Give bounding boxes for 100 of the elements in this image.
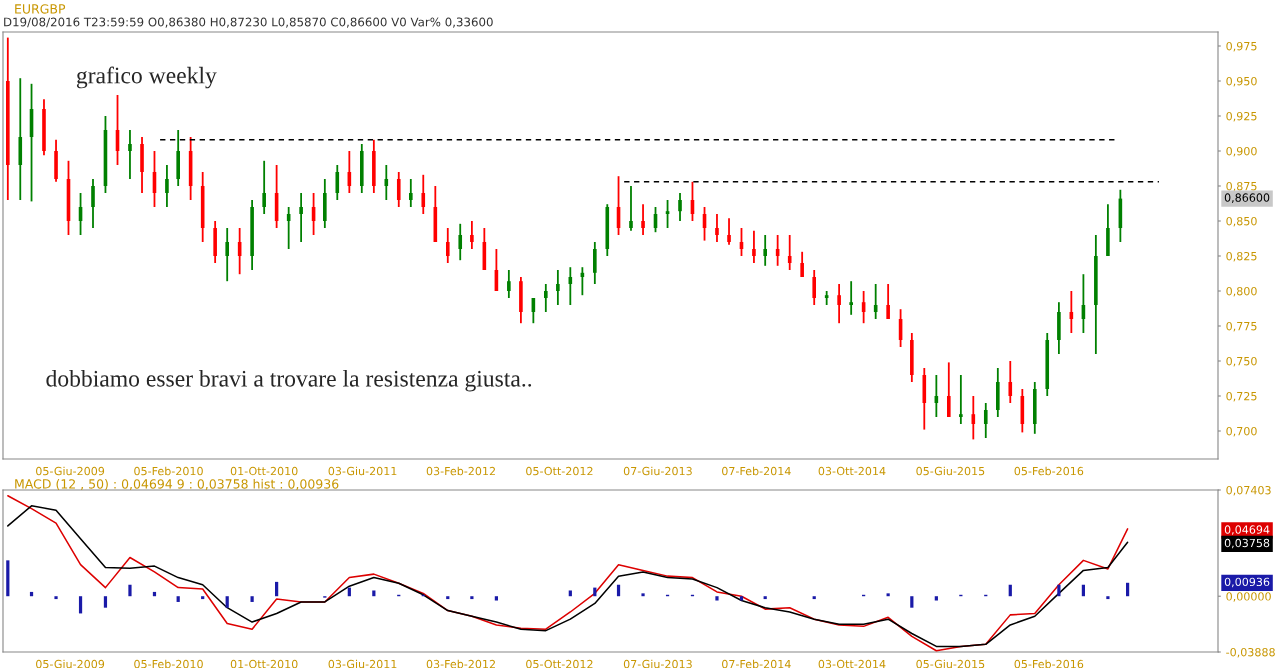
chart-subtitle: D19/08/2016 T23:59:59 O0,86380 H0,87230 L0,85870 C0,86600 V0 Var% 0,33600 [4, 17, 493, 28]
x-tick-label: 07-Giu-2013 [623, 466, 692, 476]
candlestick [421, 173, 426, 215]
bar [1057, 584, 1061, 597]
bar [641, 593, 645, 597]
candlestick [665, 199, 670, 229]
candlestick [837, 283, 841, 325]
candlestick [752, 229, 756, 264]
candlestick [629, 185, 633, 232]
candlestick [470, 220, 474, 250]
candlestick [593, 241, 597, 285]
candlestick [507, 269, 511, 299]
annotation: dobbiamo esser bravi a trovare la resistenza giusta.. [46, 370, 532, 392]
candlestick [947, 361, 951, 418]
bar [372, 590, 376, 597]
candlestick [886, 283, 890, 320]
candlestick [91, 178, 95, 229]
candlestick [812, 269, 817, 306]
candlestick [544, 283, 548, 313]
candlestick [165, 164, 169, 208]
bar [128, 584, 132, 597]
candlestick [409, 178, 413, 208]
bar [739, 596, 744, 601]
x-tick-label: 05-Giu-2009 [36, 659, 105, 668]
y-tick-label: 0,800 [1226, 286, 1257, 297]
bar [54, 596, 58, 600]
y-tick-label: -0,03888 [1226, 647, 1275, 658]
bar [225, 596, 229, 608]
bar [176, 596, 180, 602]
text: 0,86600 [1224, 193, 1270, 203]
y-tick-label: 0,925 [1226, 111, 1257, 122]
candlestick [335, 164, 340, 201]
x-tick-label: 03-Ott-2014 [818, 659, 886, 668]
y-tick-label: 0,850 [1226, 216, 1257, 227]
candlestick [763, 234, 767, 267]
x-tick-label: 05-Feb-2016 [1014, 466, 1084, 476]
x-tick-label: 05-Ott-2012 [526, 659, 593, 668]
annotation: grafico weekly [76, 66, 217, 89]
text: 0,03758 [1224, 538, 1270, 549]
x-tick-label: 01-Ott-2010 [230, 466, 298, 476]
x-tick-label: 05-Feb-2010 [134, 466, 203, 476]
y-tick-label: 0,975 [1226, 41, 1257, 52]
bar [934, 596, 938, 601]
candlestick [787, 234, 792, 271]
x-tick-label: 05-Ott-2012 [526, 466, 593, 476]
x-tick-label: 03-Feb-2012 [426, 659, 495, 668]
y-tick-label: 0,825 [1226, 251, 1257, 262]
bar [494, 596, 498, 601]
bar [470, 596, 474, 600]
candlestick [396, 171, 401, 208]
x-tick-label: 05-Feb-2010 [134, 659, 203, 668]
bar [201, 596, 205, 600]
y-tick-label: 0,700 [1226, 426, 1257, 437]
bar [103, 596, 108, 608]
x-tick-label: 03-Giu-2011 [328, 659, 397, 668]
y-tick-label: 0,775 [1226, 321, 1257, 332]
y-tick-label: 0,00000 [1226, 592, 1271, 602]
candlestick [128, 129, 132, 180]
x-tick-label: 07-Feb-2014 [722, 466, 791, 476]
candlestick [849, 280, 853, 316]
chart-title: EURGBP [15, 4, 66, 14]
text: 0,00936 [1224, 577, 1270, 588]
candlestick [384, 164, 389, 201]
bar [446, 596, 450, 600]
y-tick-label: 0,950 [1226, 76, 1257, 87]
bar [812, 596, 816, 600]
bar [1125, 582, 1130, 597]
candlestick [800, 250, 804, 278]
x-tick-label: 03-Ott-2014 [818, 466, 886, 476]
candlestick [727, 217, 731, 246]
candlestick [556, 269, 560, 306]
bar [715, 596, 719, 601]
candlestick [262, 159, 266, 215]
candlestick [678, 192, 682, 222]
x-tick-label: 07-Giu-2013 [623, 659, 692, 668]
text: 0,04694 [1224, 525, 1270, 535]
x-tick-label: 03-Giu-2011 [328, 466, 397, 476]
x-tick-label: 05-Giu-2015 [916, 466, 985, 476]
candlestick [458, 222, 463, 262]
y-tick-label: 0,900 [1226, 146, 1257, 157]
candlestick [1008, 360, 1013, 404]
candlestick [445, 227, 450, 264]
bar [1106, 596, 1110, 600]
bar [568, 590, 572, 597]
y-tick-label: 0,750 [1226, 356, 1257, 367]
bar [78, 596, 83, 614]
chart-title: MACD (12 , 50) : 0,04694 9 : 0,03758 hist : 0,00936 [15, 478, 339, 491]
bar [6, 560, 10, 597]
y-tick-label: 0,875 [1226, 181, 1257, 192]
candlestick [299, 192, 303, 243]
y-tick-label: 0,725 [1226, 391, 1257, 402]
x-tick-label: 05-Giu-2015 [916, 659, 985, 668]
candlestick [983, 402, 988, 439]
bar [886, 593, 890, 597]
x-tick-label: 05-Feb-2016 [1014, 659, 1084, 668]
bar [275, 581, 279, 597]
x-tick-label: 01-Ott-2010 [230, 659, 298, 668]
candlestick [225, 227, 229, 283]
bar [763, 596, 767, 600]
x-tick-label: 03-Feb-2012 [426, 466, 495, 476]
